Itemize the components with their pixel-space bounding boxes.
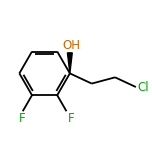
Text: F: F bbox=[19, 112, 25, 124]
Text: F: F bbox=[68, 112, 74, 124]
Text: Cl: Cl bbox=[138, 81, 149, 93]
Text: OH: OH bbox=[62, 39, 80, 52]
Polygon shape bbox=[67, 53, 72, 73]
